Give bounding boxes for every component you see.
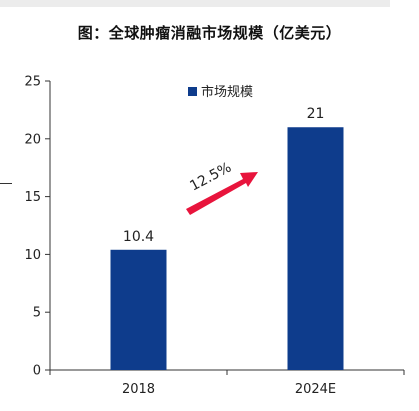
- legend-swatch: [188, 87, 197, 96]
- bar-value-label: 21: [307, 106, 325, 122]
- legend-label: 市场规模: [201, 84, 253, 100]
- growth-arrow: [186, 172, 258, 215]
- bar-value-label: 10.4: [123, 229, 154, 245]
- y-tick-label: 0: [33, 364, 41, 379]
- bars: 10.4 21: [110, 106, 344, 371]
- bar: [110, 249, 167, 370]
- y-tick-label: 25: [24, 75, 41, 90]
- x-axis: 2018 2024E: [49, 369, 405, 397]
- y-axis: 0 5 10 15 20 25: [24, 75, 51, 379]
- legend: 市场规模: [188, 84, 253, 100]
- left-edge-mark: [0, 183, 12, 184]
- y-tick-label: 20: [24, 132, 41, 147]
- y-tick-label: 15: [24, 190, 41, 205]
- y-tick-label: 5: [33, 306, 41, 321]
- growth-annotation: 12.5%: [186, 160, 258, 215]
- top-divider-bar: [0, 0, 390, 7]
- chart-title: 图：全球肿瘤消融市场规模（亿美元）: [77, 24, 342, 42]
- x-category-label: 2018: [122, 382, 155, 397]
- bar: [287, 127, 344, 371]
- y-tick-label: 10: [24, 248, 41, 263]
- x-category-label: 2024E: [295, 382, 336, 397]
